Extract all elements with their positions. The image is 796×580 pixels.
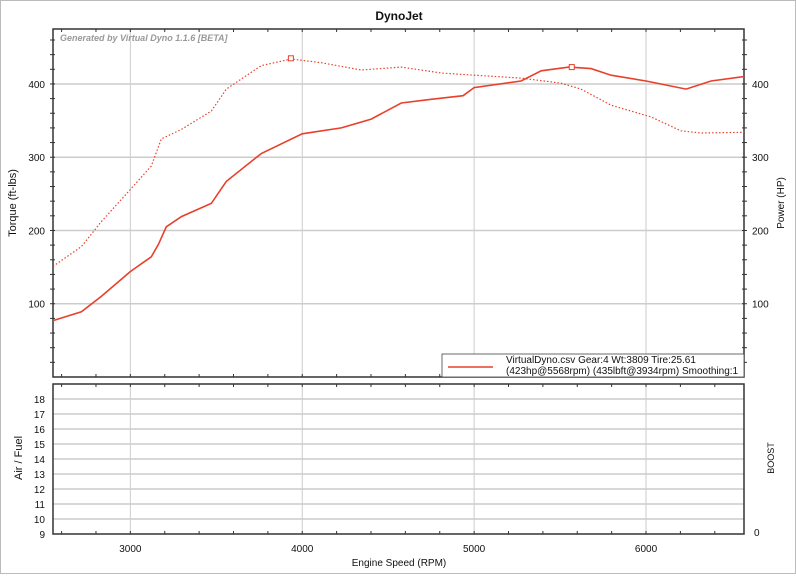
afr-tick-label: 13 [34, 470, 46, 481]
y-tick-label-left: 300 [28, 153, 45, 164]
afr-tick-label: 9 [39, 530, 45, 541]
legend-text-1: VirtualDyno.csv Gear:4 Wt:3809 Tire:25.6… [506, 355, 696, 366]
afr-tick-label: 18 [34, 395, 46, 406]
y-tick-label-right: 100 [752, 300, 769, 311]
afr-tick-label: 16 [34, 425, 46, 436]
chart-title: DynoJet [375, 9, 422, 23]
y-tick-label-left: 100 [28, 300, 45, 311]
torque-peak-marker [287, 55, 294, 62]
plot-border [52, 28, 745, 378]
watermark: Generated by Virtual Dyno 1.1.6 [BETA] [60, 33, 229, 43]
x-axis-label: Engine Speed (RPM) [352, 558, 447, 569]
x-tick-label: 4000 [291, 544, 314, 555]
legend-text-2: (423hp@5568rpm) (435lbft@3934rpm) Smooth… [506, 366, 739, 377]
afr-tick-label: 11 [35, 500, 46, 511]
afr-plot-border [52, 383, 745, 535]
y-tick-label-right: 200 [752, 226, 769, 237]
afr-tick-label: 10 [34, 515, 46, 526]
x-tick-label: 3000 [119, 544, 142, 555]
y-tick-label-left: 400 [28, 80, 45, 91]
afr-tick-label: 12 [34, 485, 46, 496]
boost-tick-label: 0 [754, 528, 760, 539]
boost-axis-label: BOOST [766, 442, 776, 474]
x-tick-label: 6000 [635, 544, 658, 555]
power-curve [52, 66, 745, 322]
legend: VirtualDyno.csv Gear:4 Wt:3809 Tire:25.6… [441, 353, 745, 378]
afr-tick-label: 14 [34, 455, 46, 466]
y-tick-label-left: 200 [28, 226, 45, 237]
afr-tick-label: 17 [34, 410, 46, 421]
y-tick-label-right: 300 [752, 153, 769, 164]
y-tick-label-right: 400 [752, 80, 769, 91]
afr-axis-label: Air / Fuel [13, 436, 25, 480]
torque-curve [52, 58, 745, 267]
power-peak-marker [568, 64, 575, 71]
y-axis-label-right: Power (HP) [776, 177, 787, 229]
x-tick-label: 5000 [463, 544, 486, 555]
y-axis-label-left: Torque (ft-lbs) [7, 169, 19, 237]
afr-tick-label: 15 [34, 440, 46, 451]
